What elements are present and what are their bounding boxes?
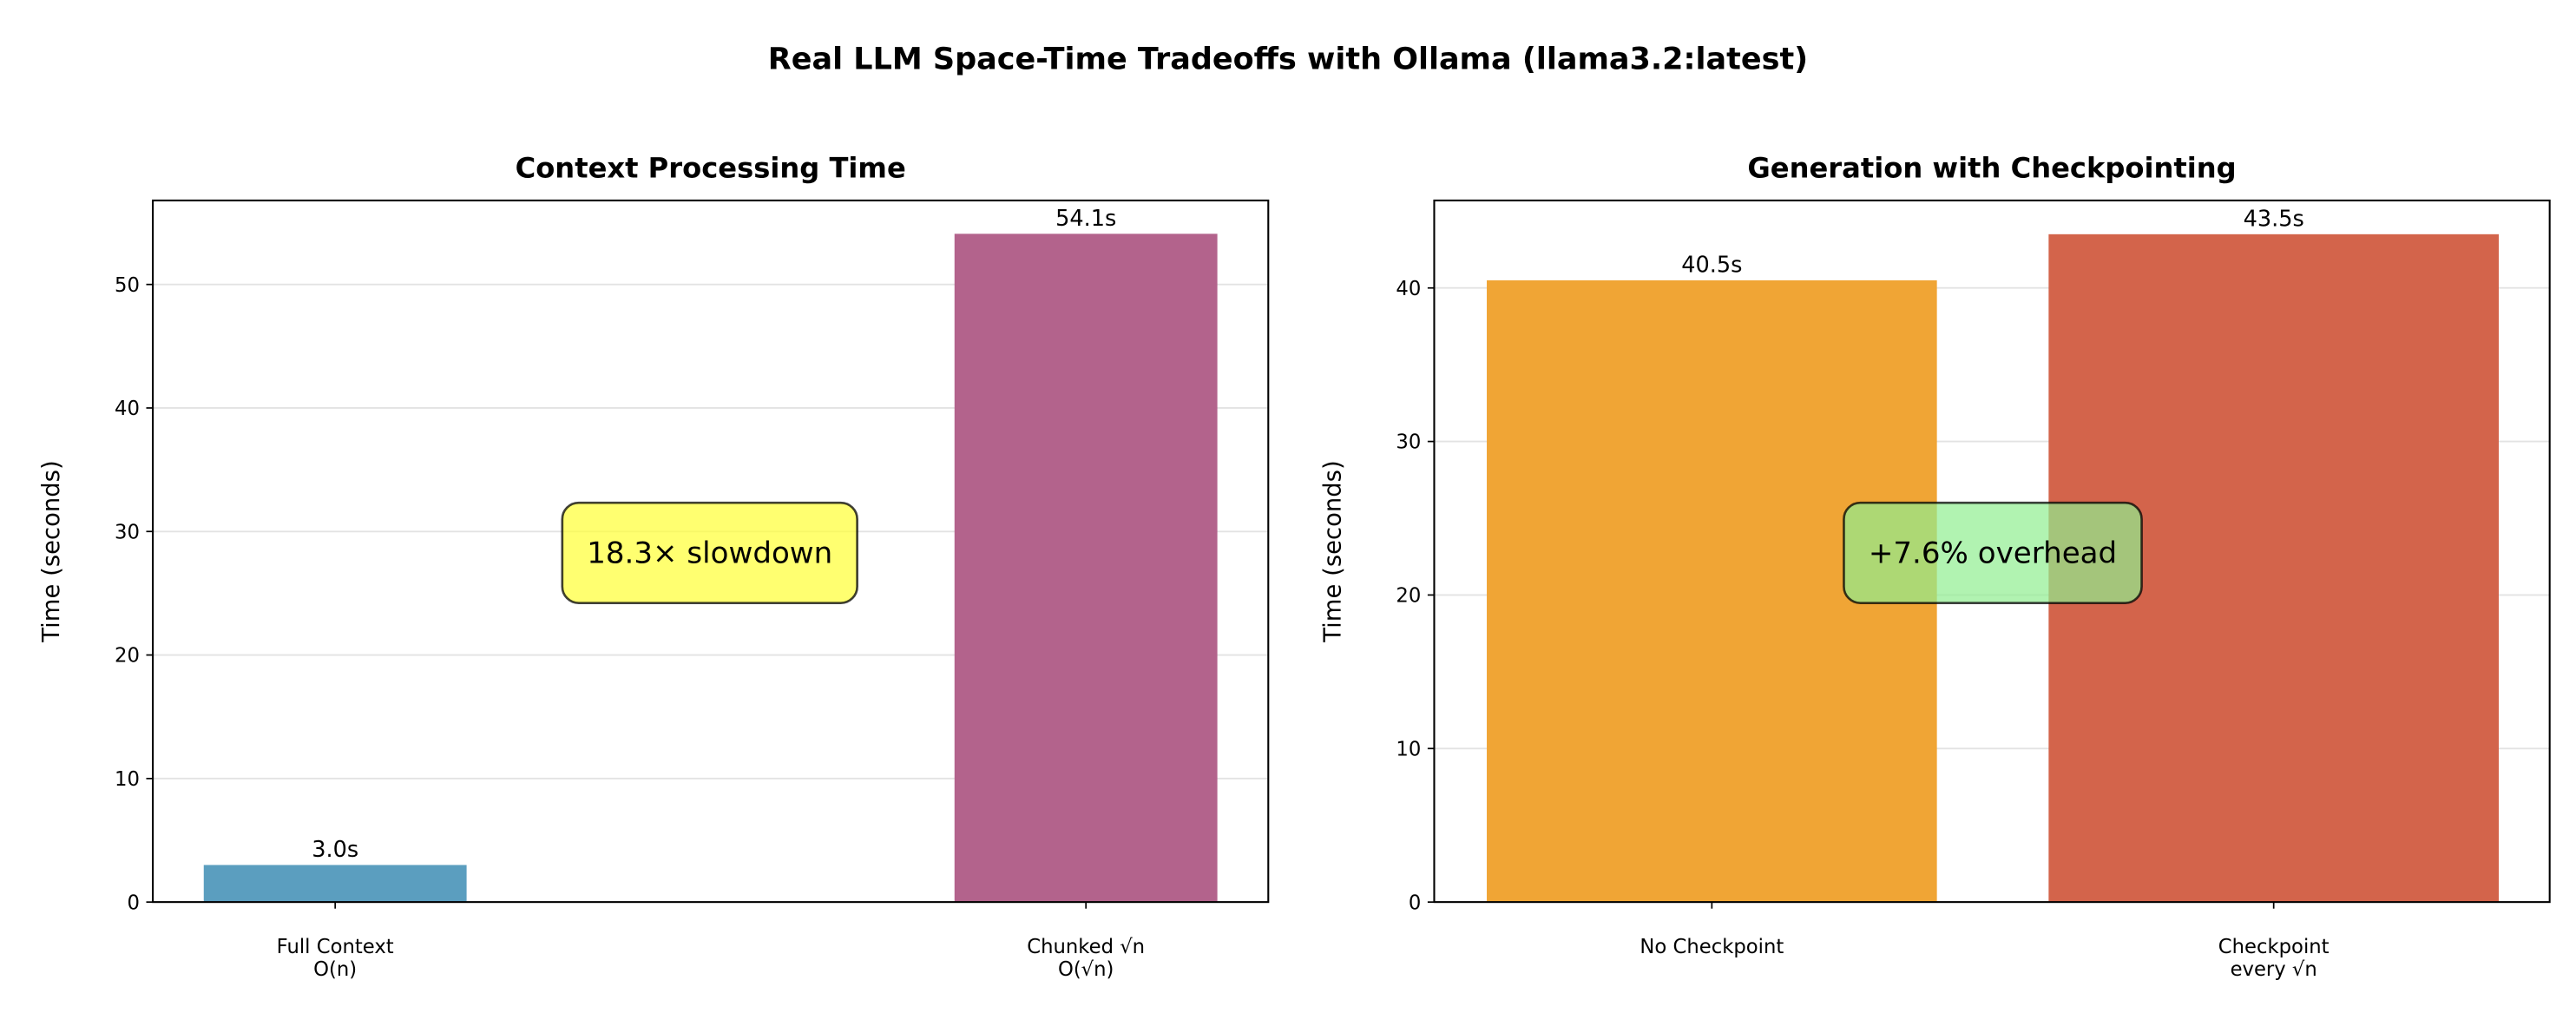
y-tick-label: 10 (115, 768, 140, 791)
bar (203, 865, 467, 903)
figure-title: Real LLM Space-Time Tradeoffs with Ollam… (768, 42, 1808, 76)
y-axis-label: Time (seconds) (1320, 460, 1347, 642)
y-tick-label: 0 (127, 892, 139, 914)
x-tick-label: Checkpoint every √n (2218, 936, 2330, 981)
y-tick-label: 10 (1396, 738, 1421, 760)
axes-frame (152, 199, 1270, 904)
value-label: 40.5s (1681, 252, 1742, 278)
x-tick-label: Full Context O(n) (277, 936, 394, 981)
y-tick-label: 30 (115, 521, 140, 543)
x-tick-label: Chunked √n O(√n) (1027, 936, 1145, 981)
bar (954, 234, 1218, 903)
y-tick-label: 20 (115, 645, 140, 668)
y-tick-label: 0 (1409, 892, 1421, 914)
y-tick-label: 50 (115, 274, 140, 297)
annotation: +7.6% overhead (1869, 536, 2117, 570)
y-tick-label: 30 (1396, 431, 1421, 454)
subplot-title: Generation with Checkpointing (1747, 151, 2236, 184)
annotation-box (561, 501, 858, 604)
value-label: 54.1s (1055, 206, 1116, 232)
value-label: 43.5s (2244, 206, 2304, 232)
annotation: 18.3× slowdown (587, 536, 832, 570)
y-tick-label: 40 (115, 398, 140, 420)
y-tick-label: 40 (1396, 278, 1421, 300)
axes-frame (1433, 199, 2551, 904)
value-label: 3.0s (312, 837, 358, 863)
subplot-title: Context Processing Time (516, 151, 906, 184)
annotation-box (1843, 501, 2143, 604)
x-tick-label: No Checkpoint (1640, 936, 1784, 958)
y-tick-label: 20 (1396, 585, 1421, 608)
y-axis-label: Time (seconds) (38, 460, 65, 642)
